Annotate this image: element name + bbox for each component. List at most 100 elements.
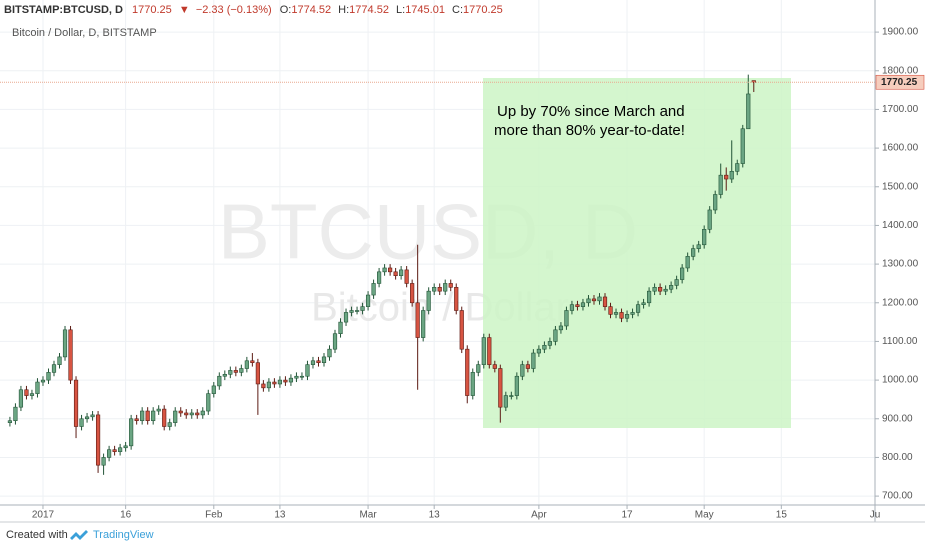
candle-body (288, 377, 294, 383)
candle-body (40, 379, 46, 383)
candle-body (624, 314, 630, 319)
candle-body (619, 312, 624, 319)
candle-body (663, 288, 668, 292)
candle-body (134, 418, 139, 422)
candle-body (509, 395, 514, 397)
candle-body (222, 374, 227, 377)
x-tick-label: 17 (621, 510, 633, 521)
candle-body (195, 412, 200, 416)
candle-body (658, 287, 663, 292)
candle-body (547, 341, 552, 346)
candle-body (112, 449, 117, 452)
candle-body (316, 360, 321, 364)
y-tick-label: 900.00 (882, 413, 913, 424)
candle-body (448, 283, 453, 288)
candle-body (735, 163, 740, 172)
candle-body (707, 209, 712, 230)
candle-body (228, 370, 233, 375)
candle-body (360, 306, 365, 311)
candle-body (167, 422, 172, 427)
candle-body (51, 364, 57, 373)
candle-body (580, 302, 586, 307)
candle-body (685, 256, 690, 269)
candle-body (404, 269, 409, 284)
candle-body (294, 375, 299, 379)
candle-body (250, 360, 255, 364)
y-tick-label: 1200.00 (882, 297, 919, 308)
y-tick-label: 1600.00 (882, 143, 919, 154)
x-tick-label: 2017 (32, 510, 55, 521)
candle-body (641, 302, 646, 306)
x-tick-label: 13 (274, 510, 286, 521)
candle-body (454, 287, 459, 311)
candle-body (156, 408, 161, 412)
candle-body (261, 383, 266, 389)
ohlc-label: H: (338, 4, 349, 16)
subtitle: Bitcoin / Dollar, D, BITSTAMP (12, 27, 157, 39)
candle-body (536, 348, 541, 354)
candle-body (35, 381, 40, 394)
candle-body (371, 283, 376, 296)
candle-body (327, 348, 332, 358)
candle-body (542, 345, 547, 350)
candle-body (553, 329, 558, 342)
candle-body (211, 385, 216, 394)
footer-brand[interactable]: TradingView (93, 529, 154, 541)
candle-body (101, 457, 106, 466)
candle-body (564, 310, 569, 327)
candle-body (498, 368, 503, 408)
y-tick-label: 800.00 (882, 452, 913, 463)
candle-body (233, 370, 238, 373)
ohlc-label: L: (396, 4, 405, 16)
candle-body (421, 310, 426, 338)
candle-body (95, 414, 101, 466)
annotation: Up by 70% since March and (497, 103, 685, 120)
y-tick-label: 1900.00 (882, 27, 919, 38)
candle-body (299, 375, 305, 378)
candle-body (415, 302, 420, 338)
x-tick-label: 16 (120, 510, 132, 521)
candle-body (200, 410, 205, 416)
y-tick-label: 1700.00 (882, 104, 919, 115)
candle-body (691, 248, 696, 257)
ohlc-label: O: (280, 4, 292, 16)
candle-body (630, 312, 635, 315)
ohlc-value: 1745.01 (405, 4, 445, 16)
candle-body (84, 416, 90, 420)
candle-body (107, 449, 112, 458)
candle-body (266, 381, 271, 389)
candle-body (305, 364, 310, 377)
candle-body (62, 329, 68, 358)
candle-body (321, 356, 327, 364)
candle-body (558, 325, 564, 331)
candle-body (635, 304, 641, 313)
candle-body (388, 267, 393, 273)
candle-body (255, 362, 260, 385)
candles (0, 74, 875, 475)
candle-body (151, 410, 156, 422)
candle-body (680, 267, 685, 280)
candle-body (740, 128, 745, 164)
candle-body (382, 267, 387, 273)
candle-body (162, 408, 167, 427)
candle-body (520, 364, 525, 377)
candle-body (608, 306, 613, 315)
candle-body (459, 310, 464, 350)
candle-body (597, 296, 602, 302)
ohlc-value: 1774.52 (291, 4, 331, 16)
candle-body (349, 310, 354, 313)
candle-body (531, 352, 536, 369)
candle-body (503, 395, 508, 408)
candle-body (591, 298, 597, 302)
candle-body (646, 290, 652, 304)
x-tick-label: Ju (870, 510, 881, 521)
candle-body (272, 381, 277, 385)
candle-body (13, 406, 18, 422)
candle-body (569, 304, 575, 311)
candle-body (751, 80, 756, 83)
candle-body (470, 372, 475, 396)
candle-body (443, 283, 448, 292)
last-price-box (875, 74, 925, 90)
x-tick-label: Feb (205, 510, 223, 521)
